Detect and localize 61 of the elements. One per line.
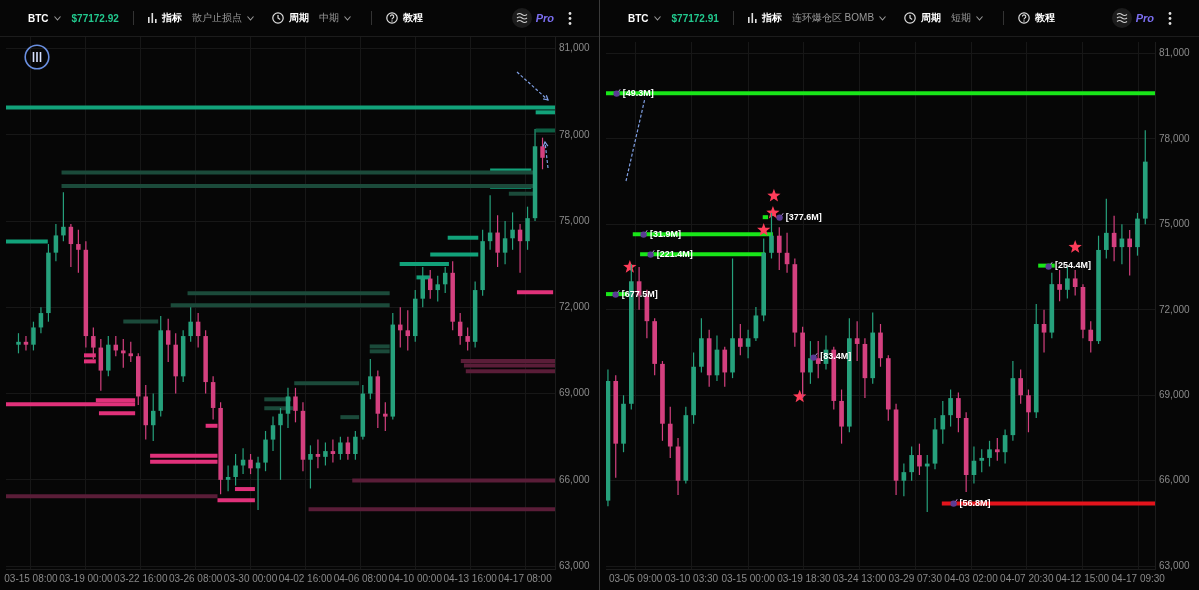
text: 散户止损点 xyxy=(191,11,242,25)
chart-title: BTC xyxy=(628,12,649,24)
text: Pro xyxy=(1135,12,1154,24)
y-tick-label: 78,000 xyxy=(1159,132,1191,144)
candlestick xyxy=(23,336,29,351)
x-tick-label: 03-15 00:00 xyxy=(721,572,776,584)
x-tick-label: 04-10 00:00 xyxy=(388,572,443,584)
x-tick-label: 04-17 08:00 xyxy=(498,572,553,584)
candlestick xyxy=(285,387,291,429)
x-tick-label: 03-15 08:00 xyxy=(4,572,59,584)
candlestick xyxy=(1041,309,1047,353)
candlestick xyxy=(330,439,336,463)
y-tick-label: 69,000 xyxy=(559,387,591,399)
text: 教程 xyxy=(402,11,423,25)
text: 中期 xyxy=(318,11,339,25)
y-tick-label: 63,000 xyxy=(559,559,591,571)
x-tick-label: 03-19 00:00 xyxy=(59,572,113,584)
x-tick-label: 04-12 15:00 xyxy=(1055,572,1110,584)
text: 短期 xyxy=(951,11,972,25)
x-tick-label: 04-02 16:00 xyxy=(278,572,333,584)
y-tick-label: 81,000 xyxy=(1159,47,1191,59)
x-tick-label: 03-19 18:30 xyxy=(777,572,831,584)
candlestick xyxy=(502,221,508,265)
x-tick-label: 04-13 16:00 xyxy=(443,572,498,584)
y-tick-label: 78,000 xyxy=(559,128,591,140)
y-tick-label: 66,000 xyxy=(1159,474,1191,486)
y-tick-label: 69,000 xyxy=(1159,388,1191,400)
x-tick-label: 03-26 08:00 xyxy=(168,572,223,584)
chart-title: BTC xyxy=(28,12,49,24)
x-tick-label: 03-29 07:30 xyxy=(888,572,943,584)
y-tick-label: 72,000 xyxy=(1159,303,1191,315)
text: 周期 xyxy=(288,11,309,25)
text: 连环爆仓区 BOMB xyxy=(791,11,875,25)
x-tick-label: 03-24 13:00 xyxy=(832,572,887,584)
x-tick-label: 03-05 09:00 xyxy=(608,572,663,584)
y-tick-label: 66,000 xyxy=(559,473,591,485)
y-tick-label: 63,000 xyxy=(1159,559,1191,571)
x-tick-label: 03-10 03:30 xyxy=(664,572,719,584)
text: 指标 xyxy=(761,11,782,25)
chart-subtitle: $77172.92 xyxy=(71,12,119,24)
y-tick-label: 75,000 xyxy=(1159,218,1191,230)
text: Pro xyxy=(535,12,554,24)
x-tick-label: 04-07 20:30 xyxy=(1000,572,1054,584)
candlestick xyxy=(225,465,231,492)
x-tick-label: 04-03 02:00 xyxy=(944,572,999,584)
text: 教程 xyxy=(1035,11,1056,25)
y-tick-label: 75,000 xyxy=(559,214,591,226)
annotation: [377.6M] xyxy=(785,211,822,222)
y-tick-label: 81,000 xyxy=(559,42,591,54)
x-tick-label: 04-17 09:30 xyxy=(1111,572,1166,584)
annotation: [254.4M] xyxy=(1054,260,1091,271)
x-tick-label: 04-06 08:00 xyxy=(333,572,388,584)
x-tick-label: 03-22 16:00 xyxy=(114,572,168,584)
chart-subtitle: $77172.91 xyxy=(671,12,719,24)
candlestick xyxy=(270,416,276,452)
x-tick-label: 03-30 00:00 xyxy=(223,572,278,584)
candlestick xyxy=(315,439,321,469)
text: 指标 xyxy=(161,11,182,25)
annotation: [56.8M] xyxy=(959,497,991,508)
text: 周期 xyxy=(921,11,942,25)
y-tick-label: 72,000 xyxy=(559,301,591,313)
